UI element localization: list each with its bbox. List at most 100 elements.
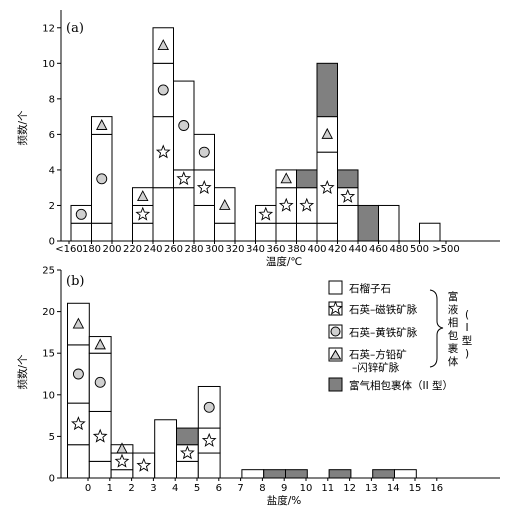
x-tick-label: 8: [259, 483, 265, 494]
triangle-marker: [96, 119, 108, 130]
brace-char-2: 液: [448, 303, 459, 316]
bar-segment: [193, 133, 215, 171]
star-marker: [135, 206, 151, 221]
star-marker: [71, 416, 86, 431]
x-tick-label: <160: [55, 244, 82, 255]
x-tick-label: 360: [266, 244, 285, 255]
bar-segment: [328, 469, 352, 479]
legend: 石榴子石 石英–磁铁矿脉 石英–黄铁矿脉 石英–方铅矿 –闪锌矿脉 富气相包裹体…: [328, 280, 473, 392]
star-marker: [136, 457, 152, 472]
triangle-marker: [321, 127, 333, 139]
x-tick-label: 480: [389, 244, 408, 255]
panel-b-bars: [67, 302, 417, 479]
panel-b-x-title: 盐度/%: [267, 494, 302, 507]
bar-segment: [132, 452, 156, 479]
y-tick-label: 2: [49, 201, 55, 212]
star-marker: [328, 300, 343, 315]
x-tick-label: 1: [107, 483, 113, 494]
bar-segment: [193, 204, 215, 242]
star-marker: [114, 453, 130, 468]
star-icon: [328, 300, 343, 315]
legend-label-garnet: 石榴子石: [349, 282, 391, 295]
x-tick-label: 240: [143, 244, 162, 255]
y-tick-label: 0: [49, 237, 55, 248]
brace-type-char-1: (: [465, 309, 469, 321]
x-tick-label: 0: [85, 483, 91, 494]
bar-segment: [110, 452, 134, 471]
circle-marker: [203, 401, 215, 413]
star-marker: [319, 179, 335, 194]
bar-segment: [316, 151, 338, 224]
bar-segment: [316, 222, 338, 242]
y-tick-label: 20: [42, 307, 55, 318]
x-tick-label: 220: [123, 244, 142, 255]
bar-segment: [296, 187, 318, 224]
legend-label-quartz-galena-line2: –闪锌矿脉: [352, 361, 400, 374]
x-tick-label: 3: [150, 483, 156, 494]
circle-marker: [178, 120, 190, 131]
panel-a-y-ticks: 0 2 4 6 8 10 12: [42, 23, 61, 248]
bar-segment: [152, 27, 174, 64]
triangle-marker: [280, 172, 292, 184]
x-tick-label: 180: [82, 244, 101, 255]
y-tick-label: 0: [49, 474, 55, 485]
bar-segment: [67, 302, 90, 346]
bar-segment: [241, 469, 265, 479]
bar-segment: [275, 169, 297, 189]
x-tick-label: 440: [348, 244, 367, 255]
x-tick-label: 5: [194, 483, 200, 494]
triangle-marker: [116, 442, 128, 454]
filled-square-icon: [328, 377, 343, 392]
bar-segment: [378, 204, 400, 242]
bar-segment: [91, 133, 113, 224]
bar-segment: [419, 222, 441, 242]
brace-char-1: 富: [448, 290, 459, 303]
brace-icon: [429, 289, 444, 368]
bar-segment: [110, 469, 134, 479]
x-tick-label: 4: [172, 483, 178, 494]
triangle-marker: [72, 317, 85, 329]
bar-segment: [152, 62, 174, 118]
star-marker: [299, 197, 315, 212]
bar-segment: [152, 116, 174, 189]
triangle-icon: [329, 349, 342, 360]
y-tick-label: 6: [49, 130, 55, 141]
brace-char-3: 相: [448, 316, 459, 329]
bar-segment: [394, 469, 417, 479]
star-marker: [340, 188, 356, 203]
star-marker: [180, 445, 195, 460]
bar-segment: [173, 169, 195, 189]
star-marker: [258, 206, 274, 221]
panel-b-label: (b): [66, 274, 84, 289]
brace-label: 富 液 相 包 裹 体 ( I 型 ): [448, 290, 473, 368]
panel-b-y-ticks: 0 5 10 15 20 25: [42, 266, 61, 485]
x-tick-label: 420: [328, 244, 347, 255]
x-tick-label: 11: [321, 483, 334, 494]
y-tick-label: 25: [42, 266, 55, 277]
circle-icon: [330, 326, 341, 337]
bar-segment: [91, 116, 113, 135]
square-icon: [328, 280, 343, 295]
bar-segment: [88, 460, 112, 479]
bar-segment: [110, 442, 134, 454]
y-tick-label: 15: [42, 349, 55, 360]
brace-char-4: 包: [448, 329, 459, 342]
legend-item-quartz-pyrite: 石英–黄铁矿脉: [328, 324, 418, 339]
bar-segment: [88, 352, 112, 412]
legend-label-quartz-galena: 石英–方铅矿: [349, 348, 407, 361]
triangle-marker: [219, 198, 231, 210]
x-tick-label: 14: [387, 483, 400, 494]
y-tick-label: 10: [42, 59, 55, 70]
legend-item-garnet: 石榴子石: [328, 280, 391, 295]
star-marker: [176, 171, 192, 186]
bar-segment: [337, 169, 359, 189]
bar-segment: [255, 222, 277, 242]
y-tick-label: 5: [49, 432, 55, 443]
bar-segment: [67, 344, 90, 404]
bar-segment: [176, 427, 199, 446]
bar-segment: [316, 116, 338, 153]
x-tick-label: 280: [184, 244, 203, 255]
x-tick-label: 10: [300, 483, 313, 494]
